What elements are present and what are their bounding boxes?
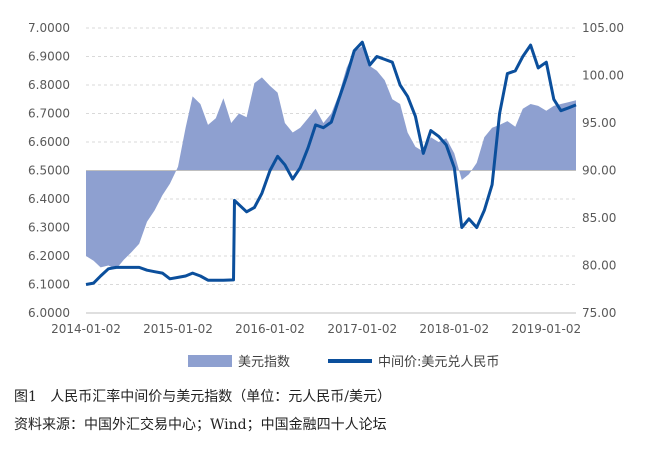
chart-svg: 6.0000 6.1000 6.2000 6.3000 6.4000 6.5000 6.60… bbox=[28, 21, 624, 336]
left-axis-tick-label: 6.3000 bbox=[28, 221, 70, 235]
legend-swatch-area bbox=[188, 354, 232, 367]
right-axis-tick-label: 100.00 bbox=[582, 69, 624, 83]
left-axis-tick-label: 6.9000 bbox=[28, 50, 70, 64]
figure-label: 图1 bbox=[14, 389, 37, 405]
right-axis-tick-label: 85.00 bbox=[582, 211, 616, 225]
left-axis-tick-label: 7.0000 bbox=[28, 21, 70, 35]
series-usd-index-area bbox=[86, 46, 576, 270]
left-axis-tick-label: 6.4000 bbox=[28, 192, 70, 206]
left-axis-tick-label: 6.5000 bbox=[28, 164, 70, 178]
figure-caption: 图1 人民币汇率中间价与美元指数（单位：元人民币/美元） bbox=[14, 386, 391, 406]
legend-label-usd-index: 美元指数 bbox=[238, 355, 291, 370]
left-axis-tick-label: 6.6000 bbox=[28, 135, 70, 149]
right-axis-tick-label: 80.00 bbox=[582, 259, 616, 273]
right-axis-tick-label: 75.00 bbox=[582, 306, 616, 320]
right-axis-tick-label: 90.00 bbox=[582, 164, 616, 178]
figure-source: 资料来源：中国外汇交易中心；Wind；中国金融四十人论坛 bbox=[14, 417, 387, 433]
legend-item-cny-central-parity: 中间价:美元兑人民币 bbox=[328, 351, 499, 370]
left-axis-tick-label: 6.8000 bbox=[28, 78, 70, 92]
right-axis-tick-label: 95.00 bbox=[582, 116, 616, 130]
legend-item-usd-index: 美元指数 bbox=[188, 351, 290, 370]
x-axis-tick-label: 2015-01-02 bbox=[143, 322, 213, 336]
x-axis-tick-label: 2018-01-02 bbox=[419, 322, 489, 336]
left-axis-tick-label: 6.1000 bbox=[28, 278, 70, 292]
left-axis-tick-label: 6.0000 bbox=[28, 306, 70, 320]
left-axis-tick-label: 6.7000 bbox=[28, 107, 70, 121]
x-axis-tick-label: 2019-01-02 bbox=[511, 322, 581, 336]
legend-swatch-line bbox=[328, 358, 372, 363]
x-axis-tick-label: 2016-01-02 bbox=[235, 322, 305, 336]
right-axis-tick-label: 105.00 bbox=[582, 21, 624, 35]
x-axis-tick-label: 2014-01-02 bbox=[51, 322, 121, 336]
figure-title: 人民币汇率中间价与美元指数（单位：元人民币/美元） bbox=[50, 389, 391, 405]
chart-legend: 美元指数 中间价:美元兑人民币 bbox=[0, 351, 667, 371]
x-axis-tick-label: 2017-01-02 bbox=[327, 322, 397, 336]
left-axis-tick-label: 6.2000 bbox=[28, 249, 70, 263]
series-cny-central-parity-line bbox=[85, 40, 577, 286]
legend-label-cny-central-parity: 中间价:美元兑人民币 bbox=[378, 355, 500, 370]
